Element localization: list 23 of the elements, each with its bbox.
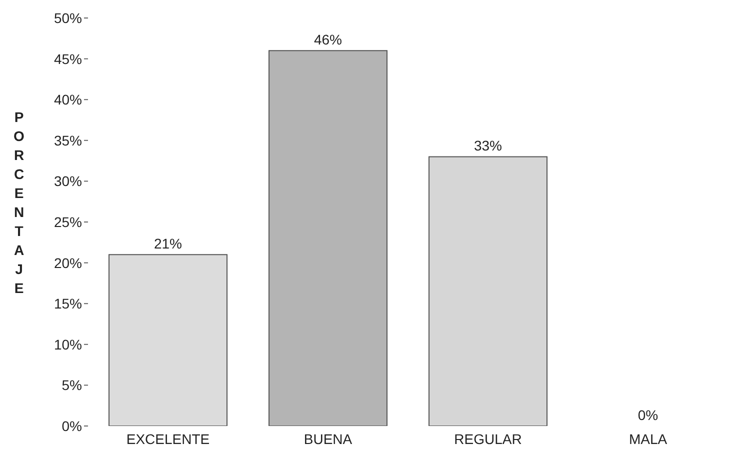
y-tick-label: 25% xyxy=(54,214,82,230)
data-label: 33% xyxy=(474,138,502,154)
y-tick-label: 30% xyxy=(54,173,82,190)
text: PORCENTAJE xyxy=(14,109,24,296)
data-label: 21% xyxy=(154,236,182,252)
x-tick-label: MALA xyxy=(628,430,668,447)
y-tick-label: 40% xyxy=(54,92,82,108)
y-tick-label: 0% xyxy=(62,418,82,434)
bar xyxy=(268,50,388,426)
data-label: 46% xyxy=(314,32,342,48)
y-tick-label: 15% xyxy=(54,296,82,312)
y-tick-label: 20% xyxy=(54,254,82,271)
x-tick-label: BUENA xyxy=(304,430,353,447)
y-tick-label: 35% xyxy=(54,132,82,148)
data-label: 0% xyxy=(638,407,658,423)
y-tick-label: 5% xyxy=(62,377,82,394)
x-tick-label: REGULAR xyxy=(454,430,522,447)
bar xyxy=(428,156,548,426)
bar xyxy=(108,254,228,426)
x-tick-label: EXCELENTE xyxy=(126,430,210,447)
y-tick-label: 45% xyxy=(54,50,82,67)
y-tick-label: 10% xyxy=(54,336,82,352)
y-tick-label: 50% xyxy=(54,10,82,26)
